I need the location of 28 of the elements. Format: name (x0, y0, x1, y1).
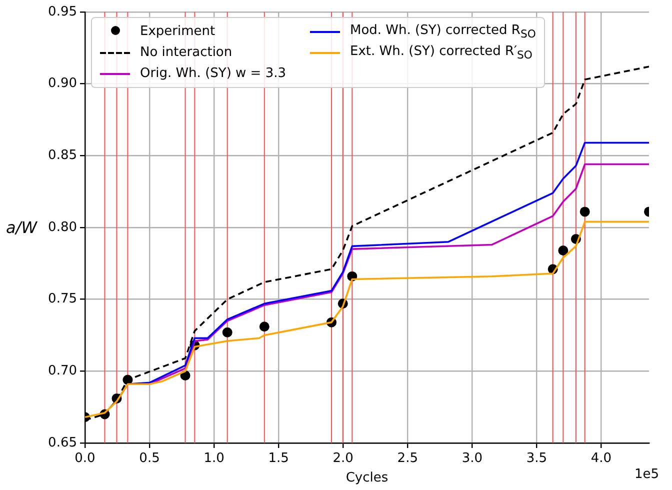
y-tick-label: 0.85 (48, 148, 77, 164)
point (558, 245, 568, 256)
legend-label: Ext. Wh. (SY) corrected R′$_{SO}$ (350, 44, 532, 62)
point (222, 327, 232, 338)
text: 1e5 (634, 467, 659, 482)
y-tick-label: 0.95 (48, 4, 77, 20)
x-tick-label: 1.0 (204, 451, 224, 466)
x-tick-label: 3.0 (462, 451, 483, 466)
x-tick-label: 2.0 (332, 451, 354, 466)
point (259, 322, 270, 332)
y-tick-label: 0.90 (48, 76, 77, 92)
legend-label: Experiment (140, 24, 216, 39)
y-tick-label: 0.70 (48, 364, 77, 379)
legend-label: Orig. Wh. (SY) w = 3.3 (140, 66, 286, 81)
x-tick-label: 0.0 (74, 451, 96, 466)
x-tick-label: 0.5 (139, 451, 160, 466)
legend-label: No interaction (140, 45, 232, 60)
y-tick-label: 0.80 (48, 220, 77, 235)
x-tick-label: 2.5 (397, 451, 418, 466)
x-tick-label: 3.5 (526, 451, 548, 466)
x-axis-title: Cycles (346, 470, 388, 486)
point (580, 206, 590, 217)
legend-label: Mod. Wh. (SY) corrected R$_{SO}$ (350, 22, 536, 40)
y-tick-label: 0.75 (48, 292, 77, 307)
x-tick-label: 1.5 (268, 451, 289, 466)
y-tick-label: 0.65 (48, 435, 77, 450)
x-tick-label: 4.0 (590, 451, 612, 466)
y-axis-title: a/W (6, 218, 38, 237)
